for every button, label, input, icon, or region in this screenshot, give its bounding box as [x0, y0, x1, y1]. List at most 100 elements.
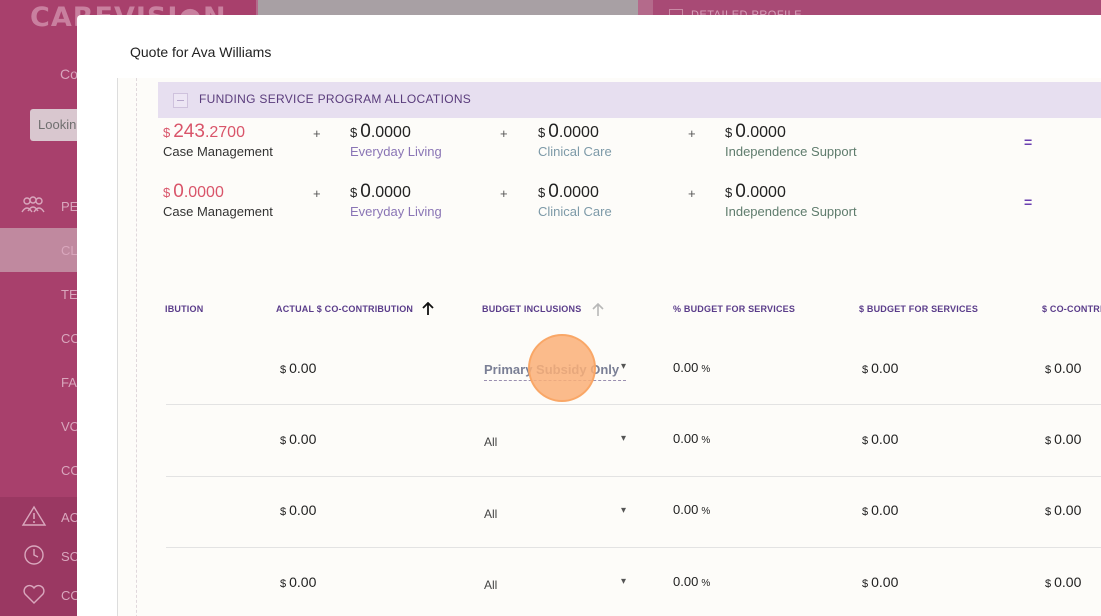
allocation-label: Independence Support	[725, 144, 857, 159]
co-contribution-value: $0.00	[1045, 574, 1082, 590]
plus-operator: +	[313, 126, 321, 141]
people-icon	[21, 196, 45, 213]
column-header-budget-inclusions[interactable]: BUDGET INCLUSIONS	[482, 304, 582, 314]
plus-operator: +	[500, 126, 508, 141]
actual-co-contribution-value: $0.00	[280, 431, 317, 447]
column-header-actual-co-contribution[interactable]: ACTUAL $ CO-CONTRIBUTION	[276, 304, 414, 314]
sidebar-item-volunteers[interactable]: VO	[0, 404, 256, 448]
sidebar-item-label: SC	[61, 549, 80, 564]
column-header-pct-budget-services[interactable]: % BUDGET FOR SERVICES	[673, 304, 796, 314]
modal-title: Quote for Ava Williams	[130, 44, 272, 60]
sidebar-item-label: CO	[61, 331, 81, 346]
pct-budget-value: 0.00%	[673, 502, 711, 517]
brand-subtitle: Co	[60, 66, 78, 82]
funding-section-header[interactable]: FUNDING SERVICE PROGRAM ALLOCATIONS	[158, 82, 1101, 118]
sidebar-item-teams[interactable]: TE	[0, 272, 256, 316]
budget-services-value: $0.00	[862, 431, 899, 447]
allocation-label: Clinical Care	[538, 144, 612, 159]
clock-icon	[24, 545, 44, 565]
heart-icon	[23, 584, 45, 604]
pct-budget-value: 0.00%	[673, 360, 711, 375]
allocation-row: $243.2700 Case Management + $0.0000 Ever…	[163, 121, 1063, 161]
column-header-budget-services[interactable]: $ BUDGET FOR SERVICES	[859, 304, 979, 314]
allocation-label: Independence Support	[725, 204, 857, 219]
sidebar-item-schedule[interactable]: SC	[0, 536, 256, 575]
allocation-clinical-care: $0.0000 Clinical Care	[538, 121, 612, 159]
click-indicator	[528, 334, 596, 402]
budget-inclusions-value: All	[484, 578, 498, 592]
plus-operator: +	[688, 126, 696, 141]
warning-icon	[21, 505, 47, 526]
chevron-down-icon: ▾	[620, 576, 626, 587]
allocation-label: Case Management	[163, 204, 273, 219]
plus-operator: +	[688, 186, 696, 201]
background-panel	[256, 0, 653, 15]
allocation-label: Clinical Care	[538, 204, 612, 219]
sidebar-item-community[interactable]: CO	[0, 575, 256, 614]
allocation-case-management: $0.0000 Case Management	[163, 181, 273, 219]
allocation-label: Everyday Living	[350, 144, 442, 159]
budget-inclusions-select[interactable]: All ▾	[484, 433, 626, 453]
sort-icon[interactable]	[592, 303, 604, 317]
sidebar-item-label: AC	[61, 510, 80, 525]
background-header: DETAILED PROFILE	[653, 0, 1101, 21]
allocation-amount: $0.0000	[163, 181, 224, 202]
sidebar-item-label: CO	[61, 463, 81, 478]
allocation-label: Case Management	[163, 144, 273, 159]
sidebar-item-alerts[interactable]: AC	[0, 497, 256, 536]
plus-operator: +	[313, 186, 321, 201]
sidebar-item-label: FA	[61, 375, 77, 390]
allocation-row: $0.0000 Case Management + $0.0000 Everyd…	[163, 181, 1063, 221]
budget-services-value: $0.00	[862, 360, 899, 376]
chevron-down-icon: ▾	[620, 361, 626, 372]
allocation-clinical-care: $0.0000 Clinical Care	[538, 181, 612, 219]
actual-co-contribution-value: $0.00	[280, 574, 317, 590]
sidebar-item-label: CL	[61, 243, 78, 258]
budget-inclusions-select[interactable]: All ▾	[484, 576, 626, 596]
allocation-everyday-living: $0.0000 Everyday Living	[350, 181, 442, 219]
allocation-everyday-living: $0.0000 Everyday Living	[350, 121, 442, 159]
allocation-amount: $0.0000	[725, 121, 786, 142]
sidebar-item-label: CO	[61, 588, 81, 603]
column-header-contribution[interactable]: IBUTION	[165, 304, 204, 314]
allocation-amount: $0.0000	[350, 121, 411, 142]
allocation-label: Everyday Living	[350, 204, 442, 219]
allocation-amount: $0.0000	[538, 121, 599, 142]
budget-inclusions-select[interactable]: All ▾	[484, 505, 626, 525]
quote-modal: Quote for Ava Williams FUNDING SERVICE P…	[77, 15, 1101, 616]
plus-operator: +	[500, 186, 508, 201]
budget-services-value: $0.00	[862, 574, 899, 590]
chevron-down-icon: ▾	[620, 433, 626, 444]
budget-inclusions-value: All	[484, 435, 498, 449]
sort-ascending-icon[interactable]	[422, 302, 434, 316]
modal-content: FUNDING SERVICE PROGRAM ALLOCATIONS $243…	[117, 78, 1101, 616]
sidebar-item-people[interactable]: PE	[0, 184, 256, 228]
allocation-amount: $0.0000	[350, 181, 411, 202]
allocation-independence-support: $0.0000 Independence Support	[725, 181, 857, 219]
sidebar-item-label: PE	[61, 199, 79, 214]
sidebar-item-co-2[interactable]: CO	[0, 448, 256, 492]
equals-operator: =	[1024, 194, 1033, 210]
collapse-icon[interactable]	[173, 93, 188, 108]
co-contribution-value: $0.00	[1045, 502, 1082, 518]
co-contribution-value: $0.00	[1045, 360, 1082, 376]
allocation-amount: $0.0000	[725, 181, 786, 202]
allocation-case-management: $243.2700 Case Management	[163, 121, 273, 159]
budget-services-value: $0.00	[862, 502, 899, 518]
sidebar-item-label: TE	[61, 287, 78, 302]
allocation-independence-support: $0.0000 Independence Support	[725, 121, 857, 159]
sidebar-item-co-1[interactable]: CO	[0, 316, 256, 360]
pct-budget-value: 0.00%	[673, 574, 711, 589]
equals-operator: =	[1024, 134, 1033, 150]
budget-inclusions-value: All	[484, 507, 498, 521]
allocation-amount: $0.0000	[538, 181, 599, 202]
actual-co-contribution-value: $0.00	[280, 502, 317, 518]
co-contribution-value: $0.00	[1045, 431, 1082, 447]
pct-budget-value: 0.00%	[673, 431, 711, 446]
actual-co-contribution-value: $0.00	[280, 360, 317, 376]
column-header-co-contribution[interactable]: $ CO-CONTRI	[1042, 304, 1101, 314]
sidebar-item-families[interactable]: FA	[0, 360, 256, 404]
sidebar-item-label: VO	[61, 419, 80, 434]
chevron-down-icon: ▾	[620, 505, 626, 516]
profile-checkbox[interactable]	[669, 9, 683, 19]
